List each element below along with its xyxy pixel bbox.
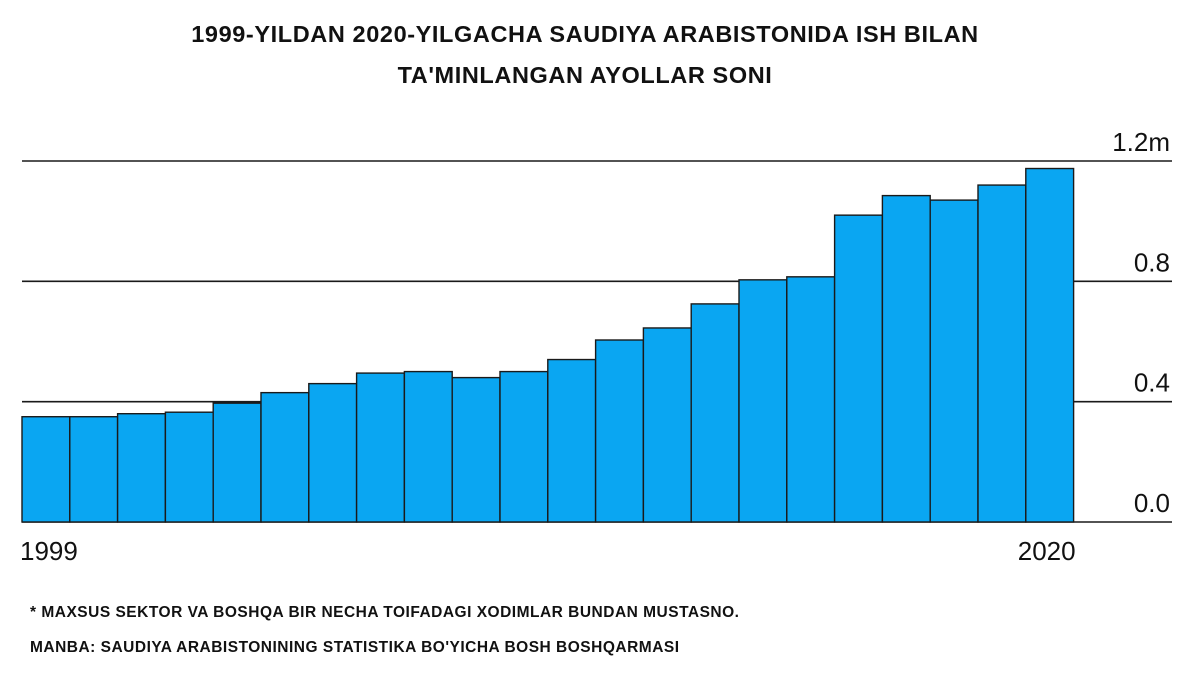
- y-tick-label-3: 1.2m: [1112, 127, 1170, 157]
- bar-2003: [212, 402, 262, 523]
- bar-2016: [833, 214, 884, 523]
- bar-2010: [547, 358, 597, 523]
- y-tick-label-1: 0.4: [1134, 368, 1170, 398]
- footnote: * MAXSUS SEKTOR VA BOSHQA BIR NECHA TOIF…: [30, 604, 740, 621]
- bar-2007: [403, 370, 453, 523]
- bar-2019: [977, 184, 1027, 523]
- chart-title-line-2: TA'MINLANGAN AYOLLAR SONI: [397, 62, 773, 88]
- chart-title: 1999-YILDAN 2020-YILGACHA SAUDIYA ARABIS…: [0, 14, 1170, 96]
- chart-title-line-1: 1999-YILDAN 2020-YILGACHA SAUDIYA ARABIS…: [191, 21, 979, 47]
- bar-2008: [451, 376, 501, 523]
- bar-2017: [881, 194, 931, 523]
- bar-2020: [1025, 167, 1075, 523]
- bar-2005: [308, 382, 358, 523]
- bar-2006: [355, 372, 406, 523]
- bar-2014: [738, 279, 788, 523]
- bar-1999: [21, 416, 71, 523]
- y-tick-labels: 0.0 0.4 0.8 1.2m: [1112, 127, 1170, 518]
- bar-2012: [642, 327, 692, 523]
- bar-2001: [116, 413, 167, 523]
- bar-2013: [690, 303, 740, 523]
- y-tick-label-0: 0.0: [1134, 488, 1170, 518]
- source-note: MANBA: SAUDIYA ARABISTONINING STATISTIKA…: [30, 639, 680, 656]
- x-tick-labels: 1999 2020: [20, 536, 1076, 566]
- bar-2018: [929, 199, 979, 523]
- x-tick-label-first: 1999: [20, 536, 78, 566]
- bar-2002: [164, 411, 214, 523]
- bar-2009: [499, 370, 549, 523]
- x-tick-label-last: 2020: [1018, 536, 1076, 566]
- bar-2000: [69, 416, 119, 523]
- bars: [21, 167, 1075, 523]
- bar-2004: [260, 391, 310, 523]
- bar-2011: [594, 339, 645, 523]
- bar-2015: [786, 276, 836, 523]
- y-tick-label-2: 0.8: [1134, 247, 1170, 277]
